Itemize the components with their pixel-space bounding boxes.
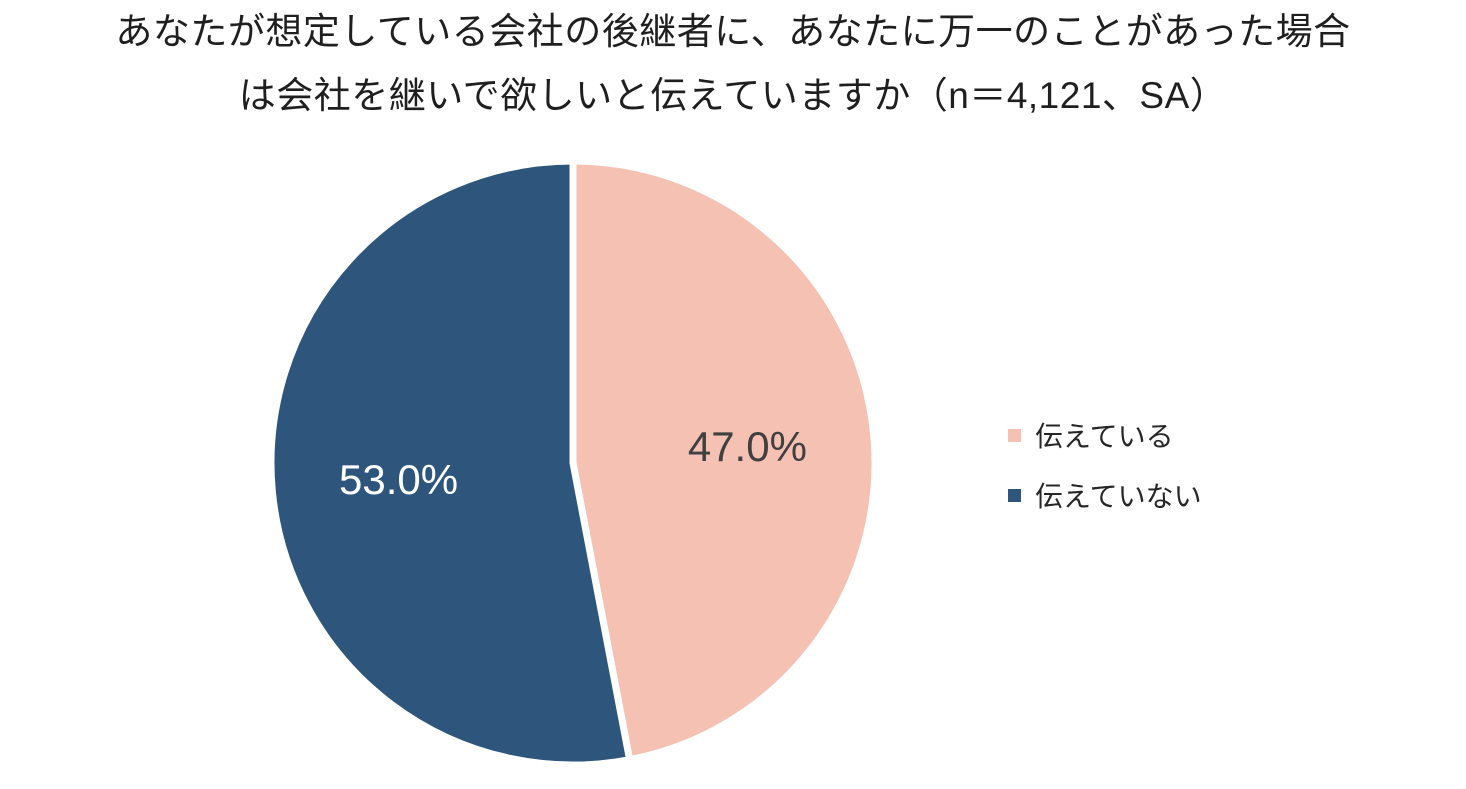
pie-chart: 47.0% 53.0% [267, 157, 879, 769]
chart-title-line1: あなたが想定している会社の後継者に、あなたに万一のことがあった場合 [115, 11, 1351, 52]
legend-marker-icon [1008, 428, 1021, 442]
legend: 伝えている伝えていない [1005, 405, 1202, 525]
pie-data-label-1: 47.0% [688, 423, 807, 470]
chart-title-line2: は会社を継いで欲しいと伝えていますか（n＝4,121、SA） [238, 75, 1228, 116]
legend-label: 伝えていない [1035, 481, 1202, 512]
legend-label: 伝えている [1035, 421, 1174, 452]
legend-item-2: 伝えていない [1005, 465, 1202, 525]
pie-slice-1 [569, 157, 879, 764]
legend-item-1: 伝えている [1005, 405, 1202, 465]
pie-slice-2 [267, 157, 634, 769]
pie-data-label-2: 53.0% [339, 456, 458, 503]
chart-title: あなたが想定している会社の後継者に、あなたに万一のことがあった場合 は会社を継い… [0, 0, 1466, 128]
legend-marker-icon [1008, 488, 1021, 502]
